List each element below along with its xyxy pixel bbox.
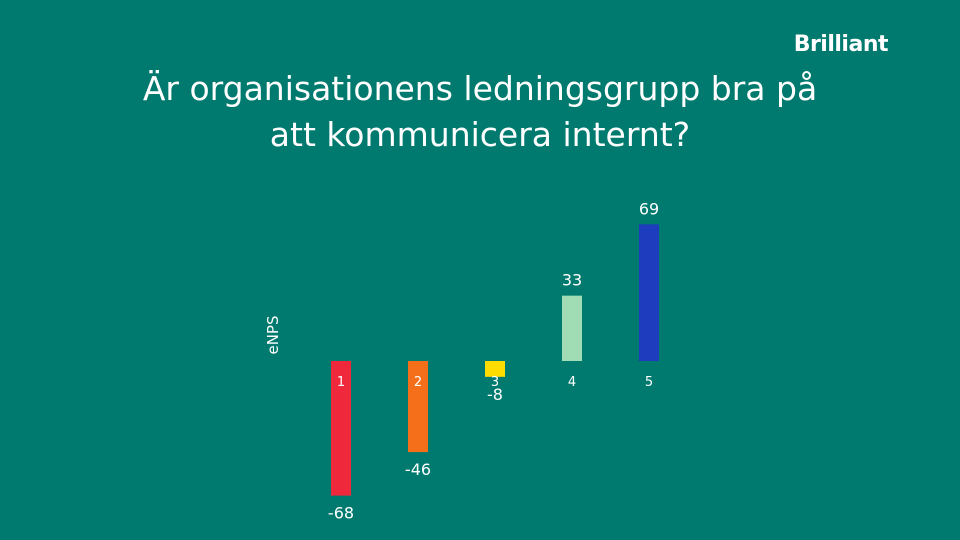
- category-label-1: 1: [337, 375, 345, 390]
- chart-title: Är organisationens ledningsgrupp bra på …: [0, 66, 960, 158]
- value-label-5: 69: [639, 199, 659, 218]
- bars-group: 1 -68 2 -46 3-8 4 33 5 69: [328, 199, 659, 522]
- bar-5: [639, 224, 659, 361]
- chart-title-line-2: att kommunicera internt?: [269, 115, 691, 154]
- value-label-2: -46: [405, 460, 431, 479]
- brand-logo: Brilliant: [793, 32, 889, 57]
- bar-3: [485, 361, 505, 377]
- category-label-5: 5: [645, 375, 653, 390]
- category-label-3: 3: [491, 375, 499, 390]
- value-label-1: -68: [328, 504, 354, 523]
- category-label-2: 2: [414, 375, 422, 390]
- y-axis-label: eNPS: [264, 315, 282, 354]
- chart-title-line-1: Är organisationens ledningsgrupp bra på: [142, 69, 818, 108]
- bar-1: [331, 361, 351, 496]
- value-label-3: -8: [487, 385, 503, 404]
- bar-2: [408, 361, 428, 453]
- category-label-4: 4: [568, 375, 576, 390]
- value-label-4: 33: [562, 271, 582, 290]
- bar-4: [562, 295, 582, 361]
